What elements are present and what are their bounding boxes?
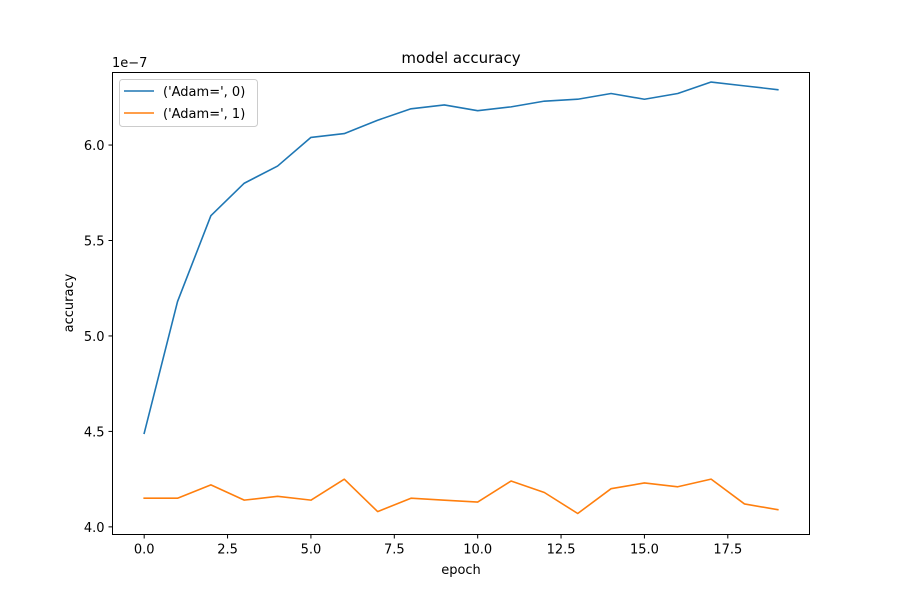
axes-frame (112, 72, 810, 535)
x-tick-label: 10.0 (463, 543, 492, 558)
x-tick-label: 15.0 (630, 543, 659, 558)
y-tick-label: 6.0 (84, 139, 105, 154)
y-offset-label: 1e−7 (112, 56, 147, 71)
legend-label: ('Adam=', 0) (163, 85, 245, 100)
chart-title: model accuracy (401, 49, 520, 67)
x-tick-label: 0.0 (134, 543, 155, 558)
y-axis-title: accuracy (62, 273, 77, 332)
x-tick-label: 5.0 (301, 543, 322, 558)
plot-area (143, 81, 779, 515)
legend-label: ('Adam=', 1) (163, 107, 245, 122)
x-tick-label: 7.5 (384, 543, 405, 558)
y-tick-label: 5.0 (84, 330, 105, 345)
x-tick-label: 2.5 (217, 543, 238, 558)
y-tick-label: 4.0 (84, 521, 105, 536)
y-axis: 4.0 4.5 5.0 5.5 6.0 (84, 139, 113, 536)
x-axis: 0.0 2.5 5.0 7.5 10.0 12.5 15.0 17.5 (134, 534, 742, 558)
y-tick-label: 4.5 (84, 425, 105, 440)
x-tick-label: 17.5 (713, 543, 742, 558)
x-axis-title: epoch (441, 563, 481, 578)
legend: ('Adam=', 0) ('Adam=', 1) (119, 79, 258, 127)
y-tick-label: 5.5 (84, 235, 105, 250)
series-line-1 (143, 478, 779, 515)
series-line-0 (143, 81, 779, 435)
x-tick-label: 12.5 (547, 543, 576, 558)
